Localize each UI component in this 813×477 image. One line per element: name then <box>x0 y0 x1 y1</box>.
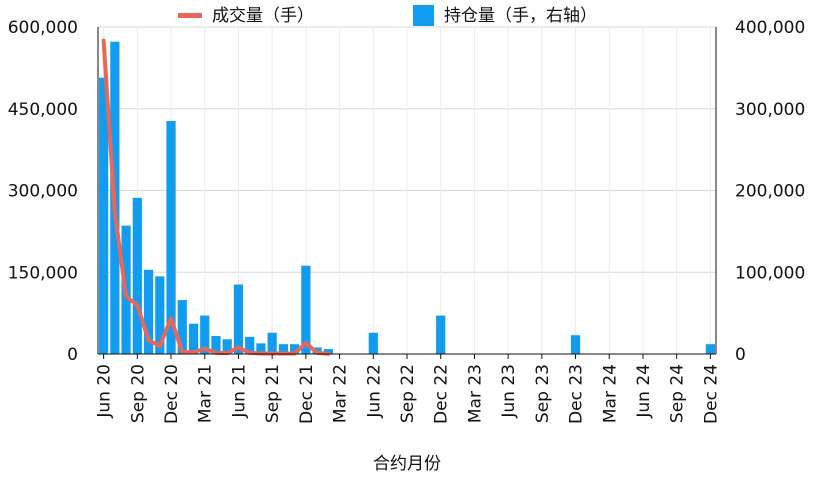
x-tick-label: Dec 22 <box>432 364 452 424</box>
bar-open-interest <box>290 344 300 354</box>
x-tick-label: Sep 23 <box>533 364 553 423</box>
x-tick-label: Jun 21 <box>229 364 249 419</box>
axis-layer: 0 0 150,000 100,000 300,000 200,000 450,000 300… <box>8 18 806 424</box>
bar-open-interest <box>132 197 142 354</box>
x-tick-label: Dec 20 <box>162 364 182 424</box>
bar-open-interest <box>233 284 244 354</box>
y-left-tick-label: 600,000 <box>8 18 78 38</box>
legend: 成交量（手） 持仓量（手，右轴） <box>178 5 597 26</box>
y-right-tick-label: 100,000 <box>735 263 805 283</box>
bar-open-interest <box>570 335 581 354</box>
y-left-tick-label: 450,000 <box>8 100 78 120</box>
grid-layer <box>98 26 716 355</box>
bar-open-interest <box>705 344 715 354</box>
x-tick-label: Sep 20 <box>128 364 148 423</box>
bar-open-interest <box>177 300 187 354</box>
legend-bar-swatch <box>413 5 434 26</box>
legend-label-volume: 成交量（手） <box>212 6 314 26</box>
line-layer <box>101 38 331 356</box>
y-right-tick-label: 200,000 <box>735 182 805 202</box>
bar-open-interest <box>256 343 266 354</box>
bar-open-interest <box>166 121 176 354</box>
x-tick-label: Mar 22 <box>331 364 351 423</box>
bar-open-interest <box>155 276 165 354</box>
legend-label-open-interest: 持仓量（手，右轴） <box>444 6 597 26</box>
bar-open-interest <box>368 332 378 354</box>
y-left-tick-label: 300,000 <box>8 182 78 202</box>
x-tick-label: Sep 22 <box>398 364 418 423</box>
bar-open-interest <box>99 77 109 354</box>
x-tick-label: Dec 24 <box>701 364 721 424</box>
bar-open-interest <box>188 323 199 354</box>
bar-open-interest <box>436 315 446 354</box>
y-right-tick-label: 300,000 <box>735 100 805 120</box>
x-tick-label: Jun 20 <box>95 364 115 419</box>
line-volume <box>101 38 331 356</box>
y-left-tick-label: 0 <box>67 345 78 365</box>
x-tick-label: Jun 23 <box>499 364 519 419</box>
y-right-tick-label: 400,000 <box>735 18 805 38</box>
bar-open-interest <box>211 336 221 354</box>
bar-open-interest <box>222 339 232 354</box>
bar-open-interest <box>143 269 154 354</box>
legend-line-swatch <box>178 13 202 18</box>
x-tick-label: Jun 24 <box>634 364 654 419</box>
bar-open-interest <box>301 265 311 354</box>
x-tick-label: Mar 24 <box>600 364 620 423</box>
x-tick-label: Sep 21 <box>263 364 283 423</box>
bar-open-interest <box>323 349 333 354</box>
y-right-tick-label: 0 <box>735 345 746 365</box>
bar-open-interest <box>200 315 210 354</box>
x-tick-label: Mar 23 <box>465 364 485 423</box>
y-left-tick-label: 150,000 <box>8 263 78 283</box>
x-tick-label: Dec 23 <box>567 364 587 424</box>
x-tick-label: Mar 21 <box>196 364 216 423</box>
bar-open-interest <box>245 336 255 354</box>
x-tick-label: Sep 24 <box>668 364 688 423</box>
x-tick-label: Dec 21 <box>297 364 317 424</box>
bar-open-interest <box>278 344 289 354</box>
x-axis-title: 合约月份 <box>373 454 441 474</box>
x-tick-label: Jun 22 <box>364 364 384 419</box>
bar-open-interest <box>267 332 277 354</box>
